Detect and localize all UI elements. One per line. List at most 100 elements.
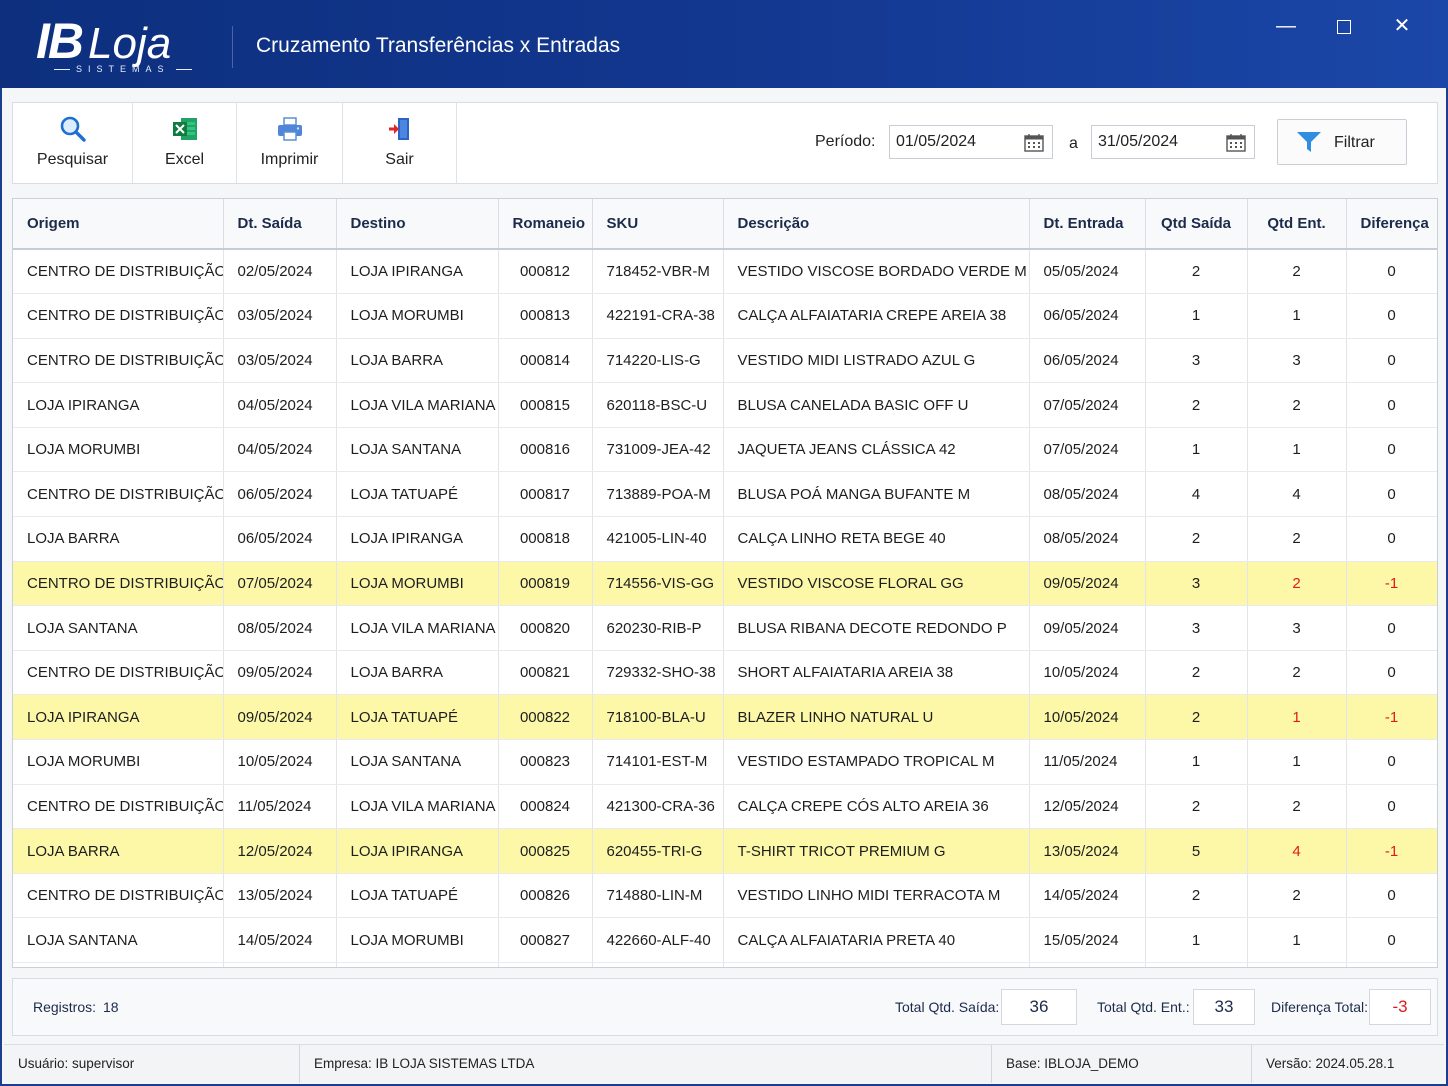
cell-destino: LOJA IPIRANGA bbox=[336, 249, 499, 295]
filter-funnel-icon bbox=[1297, 132, 1321, 152]
records-count: 18 bbox=[103, 999, 119, 1015]
cell-qtd-ent: 4 bbox=[1247, 828, 1347, 874]
cell-romaneio: 000813 bbox=[498, 293, 593, 339]
cell-dt-entrada: 10/05/2024 bbox=[1029, 650, 1146, 696]
grid-header-row: Origem Dt. Saída Destino Romaneio SKU De… bbox=[13, 199, 1437, 250]
table-row[interactable]: LOJA SANTANA 08/05/2024 LOJA VILA MARIANA 0… bbox=[13, 605, 1437, 651]
table-row[interactable]: LOJA IPIRANGA 09/05/2024 LOJA TATUAPÉ 00082… bbox=[13, 694, 1437, 741]
title-bar: IB Loja SISTEMAS Cruzamento Transferência… bbox=[0, 0, 1448, 88]
cell-dt-saida: 11/05/2024 bbox=[223, 784, 337, 830]
column-header-qtd-ent[interactable]: Qtd Ent. bbox=[1247, 199, 1347, 250]
status-version: Versão: 2024.05.28.1 bbox=[1266, 1056, 1395, 1071]
cell-sku: 620230-RIB-P bbox=[592, 605, 724, 651]
total-saida-label: Total Qtd. Saída: bbox=[895, 999, 1000, 1015]
cell-destino: LOJA BARRA bbox=[336, 650, 499, 696]
cell-destino: LOJA MORUMBI bbox=[336, 917, 499, 963]
column-header-romaneio[interactable]: Romaneio bbox=[498, 199, 593, 250]
cell-qtd-saida: 1 bbox=[1145, 917, 1248, 963]
cell-destino: LOJA MORUMBI bbox=[336, 293, 499, 339]
cell-sku: 422660-ALF-40 bbox=[592, 917, 724, 963]
start-date-input[interactable] bbox=[896, 133, 1016, 151]
column-header-dt-saida[interactable]: Dt. Saída bbox=[223, 199, 337, 250]
calendar-icon[interactable] bbox=[1024, 133, 1044, 152]
table-row[interactable]: LOJA MORUMBI 04/05/2024 LOJA SANTANA 000816… bbox=[13, 427, 1437, 473]
cell-sku: 422191-CRA-38 bbox=[592, 293, 724, 339]
cell-dt-saida: 10/05/2024 bbox=[223, 739, 337, 785]
cell-sku: 713889-POA-M bbox=[592, 471, 724, 518]
cell-diferenca: 0 bbox=[1346, 293, 1437, 339]
cell-qtd-ent: 3 bbox=[1247, 605, 1347, 651]
minimize-icon[interactable]: — bbox=[1276, 15, 1296, 37]
column-header-dt-entrada[interactable]: Dt. Entrada bbox=[1029, 199, 1146, 250]
cell-dt-entrada: 15/05/2024 bbox=[1029, 917, 1146, 963]
cell-descricao: CALÇA ALFAIATARIA CREPE AREIA 38 bbox=[723, 293, 1030, 339]
data-grid: Origem Dt. Saída Destino Romaneio SKU De… bbox=[12, 198, 1438, 968]
table-row[interactable]: CENTRO DE DISTRIBUIÇÃO 11/05/2024 LOJA VIL… bbox=[13, 784, 1437, 830]
cell-dt-saida: 03/05/2024 bbox=[223, 293, 337, 339]
table-row[interactable]: CENTRO DE DISTRIBUIÇÃO 09/05/2024 LOJA BAR… bbox=[13, 650, 1437, 696]
table-row[interactable]: LOJA BARRA 12/05/2024 LOJA IPIRANGA 000825 6… bbox=[13, 828, 1437, 874]
table-row[interactable]: LOJA MORUMBI 10/05/2024 LOJA SANTANA 000823… bbox=[13, 739, 1437, 785]
cell-romaneio: 000823 bbox=[498, 739, 593, 785]
totals-bar: Registros: 18 Total Qtd. Saída: 36 Total… bbox=[12, 978, 1438, 1036]
cell-destino: LOJA VILA MARIANA bbox=[336, 605, 499, 651]
search-button[interactable]: Pesquisar bbox=[13, 103, 133, 183]
start-date-field[interactable] bbox=[889, 125, 1053, 159]
cell-dt-entrada: 08/05/2024 bbox=[1029, 516, 1146, 562]
excel-button[interactable]: Excel bbox=[133, 103, 237, 183]
table-row[interactable]: LOJA IPIRANGA 04/05/2024 LOJA VILA MARIANA… bbox=[13, 382, 1437, 428]
table-row[interactable]: CENTRO DE DISTRIBUIÇÃO 07/05/2024 LOJA MOR… bbox=[13, 561, 1437, 607]
cell-sku: 718330-POA-P bbox=[592, 962, 724, 967]
table-row[interactable]: CENTRO DE DISTRIBUIÇÃO 03/05/2024 LOJA MOR… bbox=[13, 293, 1437, 339]
end-date-field[interactable] bbox=[1091, 125, 1255, 159]
cell-descricao: SAIA POÁ MIDI PRETA P bbox=[723, 962, 1030, 967]
cell-sku: 714880-LIN-M bbox=[592, 873, 724, 919]
total-diff-label: Diferença Total: bbox=[1271, 999, 1369, 1015]
cell-qtd-ent: 1 bbox=[1247, 917, 1347, 963]
cell-qtd-ent: 4 bbox=[1247, 471, 1347, 518]
close-icon[interactable]: ✕ bbox=[1393, 15, 1411, 37]
cell-descricao: BLUSA CANELADA BASIC OFF U bbox=[723, 382, 1030, 428]
total-saida-value: 36 bbox=[1001, 989, 1077, 1025]
column-header-sku[interactable]: SKU bbox=[592, 199, 724, 250]
cell-descricao: VESTIDO VISCOSE BORDADO VERDE M bbox=[723, 249, 1030, 295]
filter-button[interactable]: Filtrar bbox=[1277, 119, 1407, 165]
cell-sku: 718100-BLA-U bbox=[592, 694, 724, 741]
cell-romaneio: 000826 bbox=[498, 873, 593, 919]
cell-diferenca: 0 bbox=[1346, 516, 1437, 562]
table-row[interactable]: CENTRO DE DISTRIBUIÇÃO 06/05/2024 LOJA TAT… bbox=[13, 471, 1437, 518]
column-header-diferenca[interactable]: Diferença bbox=[1346, 199, 1437, 250]
cell-origem: LOJA BARRA bbox=[13, 828, 224, 874]
cell-sku: 421005-LIN-40 bbox=[592, 516, 724, 562]
cell-diferenca: 0 bbox=[1346, 873, 1437, 919]
table-row[interactable]: CENTRO DE DISTRIBUIÇÃO 13/05/2024 LOJA TAT… bbox=[13, 873, 1437, 919]
column-header-origem[interactable]: Origem bbox=[13, 199, 224, 250]
cell-dt-saida: 15/05/2024 bbox=[223, 962, 337, 967]
table-row[interactable]: CENTRO DE DISTRIBUIÇÃO 02/05/2024 LOJA IPI… bbox=[13, 249, 1437, 295]
main-window: Pesquisar Excel Imprimir bbox=[2, 88, 1446, 1084]
print-button[interactable]: Imprimir bbox=[237, 103, 343, 183]
exit-button[interactable]: Sair bbox=[343, 103, 457, 183]
table-row[interactable]: LOJA SANTANA 14/05/2024 LOJA MORUMBI 000827… bbox=[13, 917, 1437, 963]
status-bar: Usuário: supervisor Empresa: IB LOJA SIS… bbox=[4, 1044, 1444, 1083]
column-header-qtd-saida[interactable]: Qtd Saída bbox=[1145, 199, 1248, 250]
date-range-separator: a bbox=[1069, 135, 1078, 152]
calendar-icon[interactable] bbox=[1226, 133, 1246, 152]
table-row[interactable]: CENTRO DE DISTRIBUIÇÃO 03/05/2024 LOJA BAR… bbox=[13, 338, 1437, 384]
column-header-destino[interactable]: Destino bbox=[336, 199, 499, 250]
cell-romaneio: 000818 bbox=[498, 516, 593, 562]
cell-dt-entrada: 06/05/2024 bbox=[1029, 293, 1146, 339]
cell-qtd-saida: 4 bbox=[1145, 471, 1248, 518]
cell-destino: LOJA IPIRANGA bbox=[336, 516, 499, 562]
cell-qtd-saida: 3 bbox=[1145, 338, 1248, 384]
cell-diferenca: 0 bbox=[1346, 917, 1437, 963]
table-row[interactable]: LOJA BARRA 06/05/2024 LOJA IPIRANGA 000818 4… bbox=[13, 516, 1437, 562]
cell-diferenca: 0 bbox=[1346, 382, 1437, 428]
column-header-descricao[interactable]: Descrição bbox=[723, 199, 1030, 250]
end-date-input[interactable] bbox=[1098, 133, 1218, 151]
window-title: Cruzamento Transferências x Entradas bbox=[256, 34, 621, 57]
maximize-icon[interactable] bbox=[1322, 12, 1366, 40]
total-ent-label: Total Qtd. Ent.: bbox=[1097, 999, 1190, 1015]
cell-qtd-saida: 2 bbox=[1145, 516, 1248, 562]
